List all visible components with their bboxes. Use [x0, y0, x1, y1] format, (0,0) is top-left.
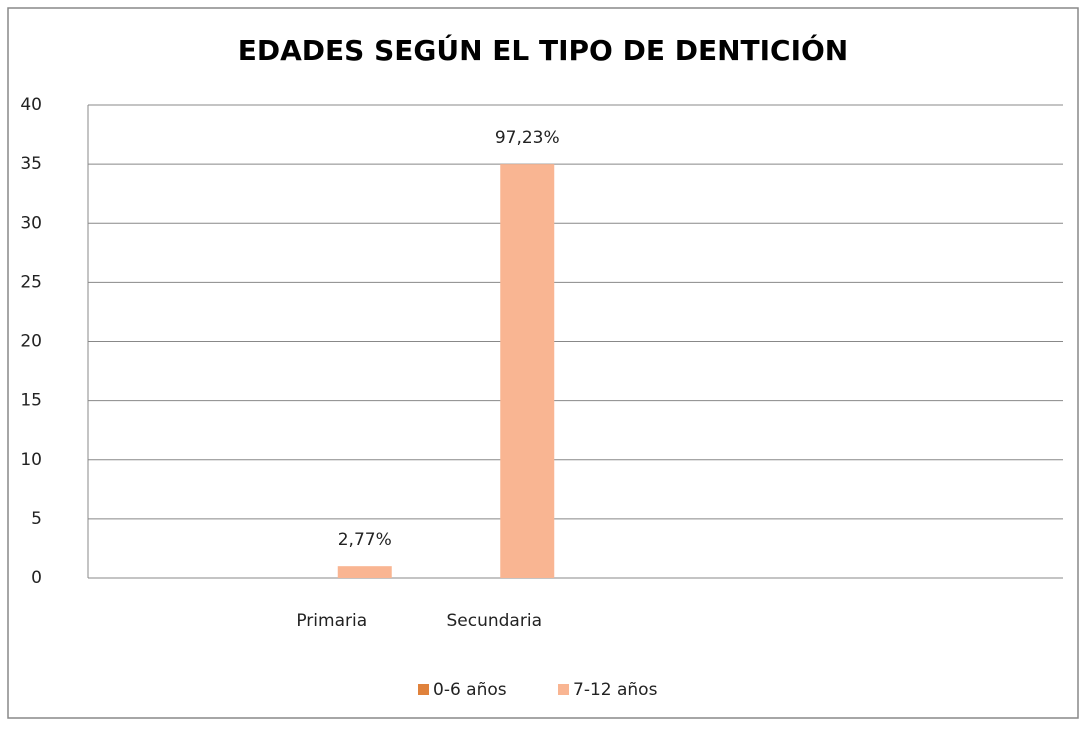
legend-label: 7-12 años	[573, 680, 658, 700]
legend-swatch	[558, 684, 569, 695]
y-tick-label: 0	[31, 568, 42, 588]
bar	[500, 164, 555, 578]
y-tick-label: 5	[31, 509, 42, 529]
chart-title: EDADES SEGÚN EL TIPO DE DENTICIÓN	[238, 33, 848, 67]
x-tick-label: Primaria	[296, 611, 367, 631]
y-tick-label: 35	[20, 154, 42, 174]
y-tick-label: 20	[20, 332, 42, 352]
y-tick-label: 25	[20, 272, 42, 292]
y-tick-label: 15	[20, 391, 42, 411]
y-tick-label: 30	[20, 213, 42, 233]
y-tick-label: 40	[20, 95, 42, 115]
legend-label: 0-6 años	[433, 680, 507, 700]
y-tick-label: 10	[20, 450, 42, 470]
data-label: 97,23%	[495, 128, 560, 148]
x-tick-label: Secundaria	[447, 611, 542, 631]
bar	[337, 566, 392, 578]
legend-swatch	[418, 684, 429, 695]
data-label: 2,77%	[338, 530, 392, 550]
